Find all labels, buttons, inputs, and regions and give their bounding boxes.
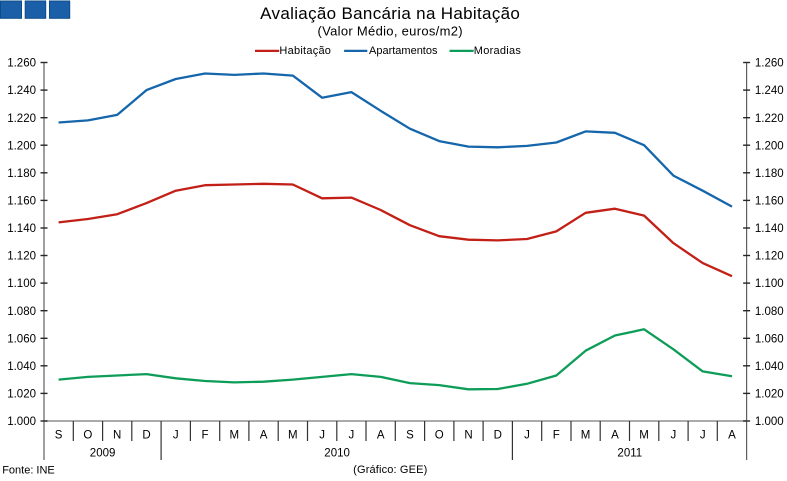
svg-text:1.100: 1.100 bbox=[7, 278, 36, 290]
svg-text:D: D bbox=[142, 429, 150, 441]
svg-text:J: J bbox=[319, 429, 325, 441]
svg-text:S: S bbox=[406, 429, 414, 441]
svg-text:1.100: 1.100 bbox=[755, 278, 784, 290]
svg-text:1.020: 1.020 bbox=[755, 389, 784, 401]
svg-text:J: J bbox=[700, 429, 706, 441]
svg-text:1.180: 1.180 bbox=[755, 168, 784, 180]
svg-text:1.160: 1.160 bbox=[7, 196, 36, 208]
svg-text:2009: 2009 bbox=[90, 448, 116, 460]
svg-text:1.080: 1.080 bbox=[7, 306, 36, 318]
svg-text:F: F bbox=[201, 429, 208, 441]
svg-text:1.140: 1.140 bbox=[755, 223, 784, 235]
svg-text:1.240: 1.240 bbox=[755, 85, 784, 97]
svg-text:(Gráfico: GEE): (Gráfico: GEE) bbox=[353, 464, 427, 476]
svg-text:2010: 2010 bbox=[324, 448, 350, 460]
svg-text:A: A bbox=[611, 429, 619, 441]
svg-text:1.000: 1.000 bbox=[7, 416, 36, 428]
svg-text:Moradias: Moradias bbox=[474, 45, 522, 57]
svg-text:(Valor Médio, euros/m2): (Valor Médio, euros/m2) bbox=[318, 24, 463, 39]
svg-text:1.200: 1.200 bbox=[7, 140, 36, 152]
svg-text:1.020: 1.020 bbox=[7, 389, 36, 401]
svg-text:1.160: 1.160 bbox=[755, 196, 784, 208]
svg-text:1.000: 1.000 bbox=[755, 416, 784, 428]
svg-text:J: J bbox=[671, 429, 677, 441]
svg-text:Habitação: Habitação bbox=[279, 45, 331, 57]
svg-text:1.200: 1.200 bbox=[755, 140, 784, 152]
svg-text:1.120: 1.120 bbox=[7, 251, 36, 263]
svg-text:Apartamentos: Apartamentos bbox=[369, 45, 438, 57]
svg-text:M: M bbox=[230, 429, 240, 441]
svg-text:J: J bbox=[349, 429, 355, 441]
svg-text:N: N bbox=[464, 429, 472, 441]
svg-text:1.120: 1.120 bbox=[755, 251, 784, 263]
svg-text:M: M bbox=[581, 429, 591, 441]
svg-text:N: N bbox=[113, 429, 121, 441]
svg-text:O: O bbox=[83, 429, 92, 441]
svg-text:1.180: 1.180 bbox=[7, 168, 36, 180]
svg-text:A: A bbox=[377, 429, 385, 441]
svg-text:J: J bbox=[524, 429, 530, 441]
svg-text:1.220: 1.220 bbox=[7, 113, 36, 125]
svg-text:1.240: 1.240 bbox=[7, 85, 36, 97]
svg-text:1.220: 1.220 bbox=[755, 113, 784, 125]
svg-text:1.060: 1.060 bbox=[755, 333, 784, 345]
svg-text:1.060: 1.060 bbox=[7, 333, 36, 345]
svg-text:M: M bbox=[639, 429, 649, 441]
svg-text:1.140: 1.140 bbox=[7, 223, 36, 235]
svg-text:A: A bbox=[260, 429, 268, 441]
svg-text:O: O bbox=[435, 429, 444, 441]
svg-text:1.040: 1.040 bbox=[755, 361, 784, 373]
svg-text:M: M bbox=[288, 429, 298, 441]
svg-text:D: D bbox=[494, 429, 502, 441]
svg-text:S: S bbox=[55, 429, 63, 441]
svg-text:A: A bbox=[728, 429, 736, 441]
svg-text:1.080: 1.080 bbox=[755, 306, 784, 318]
svg-text:1.040: 1.040 bbox=[7, 361, 36, 373]
svg-text:1.260: 1.260 bbox=[755, 58, 784, 70]
svg-text:Avaliação Bancária na Habitaçã: Avaliação Bancária na Habitação bbox=[260, 4, 520, 23]
svg-text:1.260: 1.260 bbox=[7, 58, 36, 70]
svg-text:2011: 2011 bbox=[617, 448, 642, 460]
svg-text:F: F bbox=[553, 429, 560, 441]
svg-text:Fonte: INE: Fonte: INE bbox=[2, 465, 55, 477]
svg-text:J: J bbox=[173, 429, 179, 441]
